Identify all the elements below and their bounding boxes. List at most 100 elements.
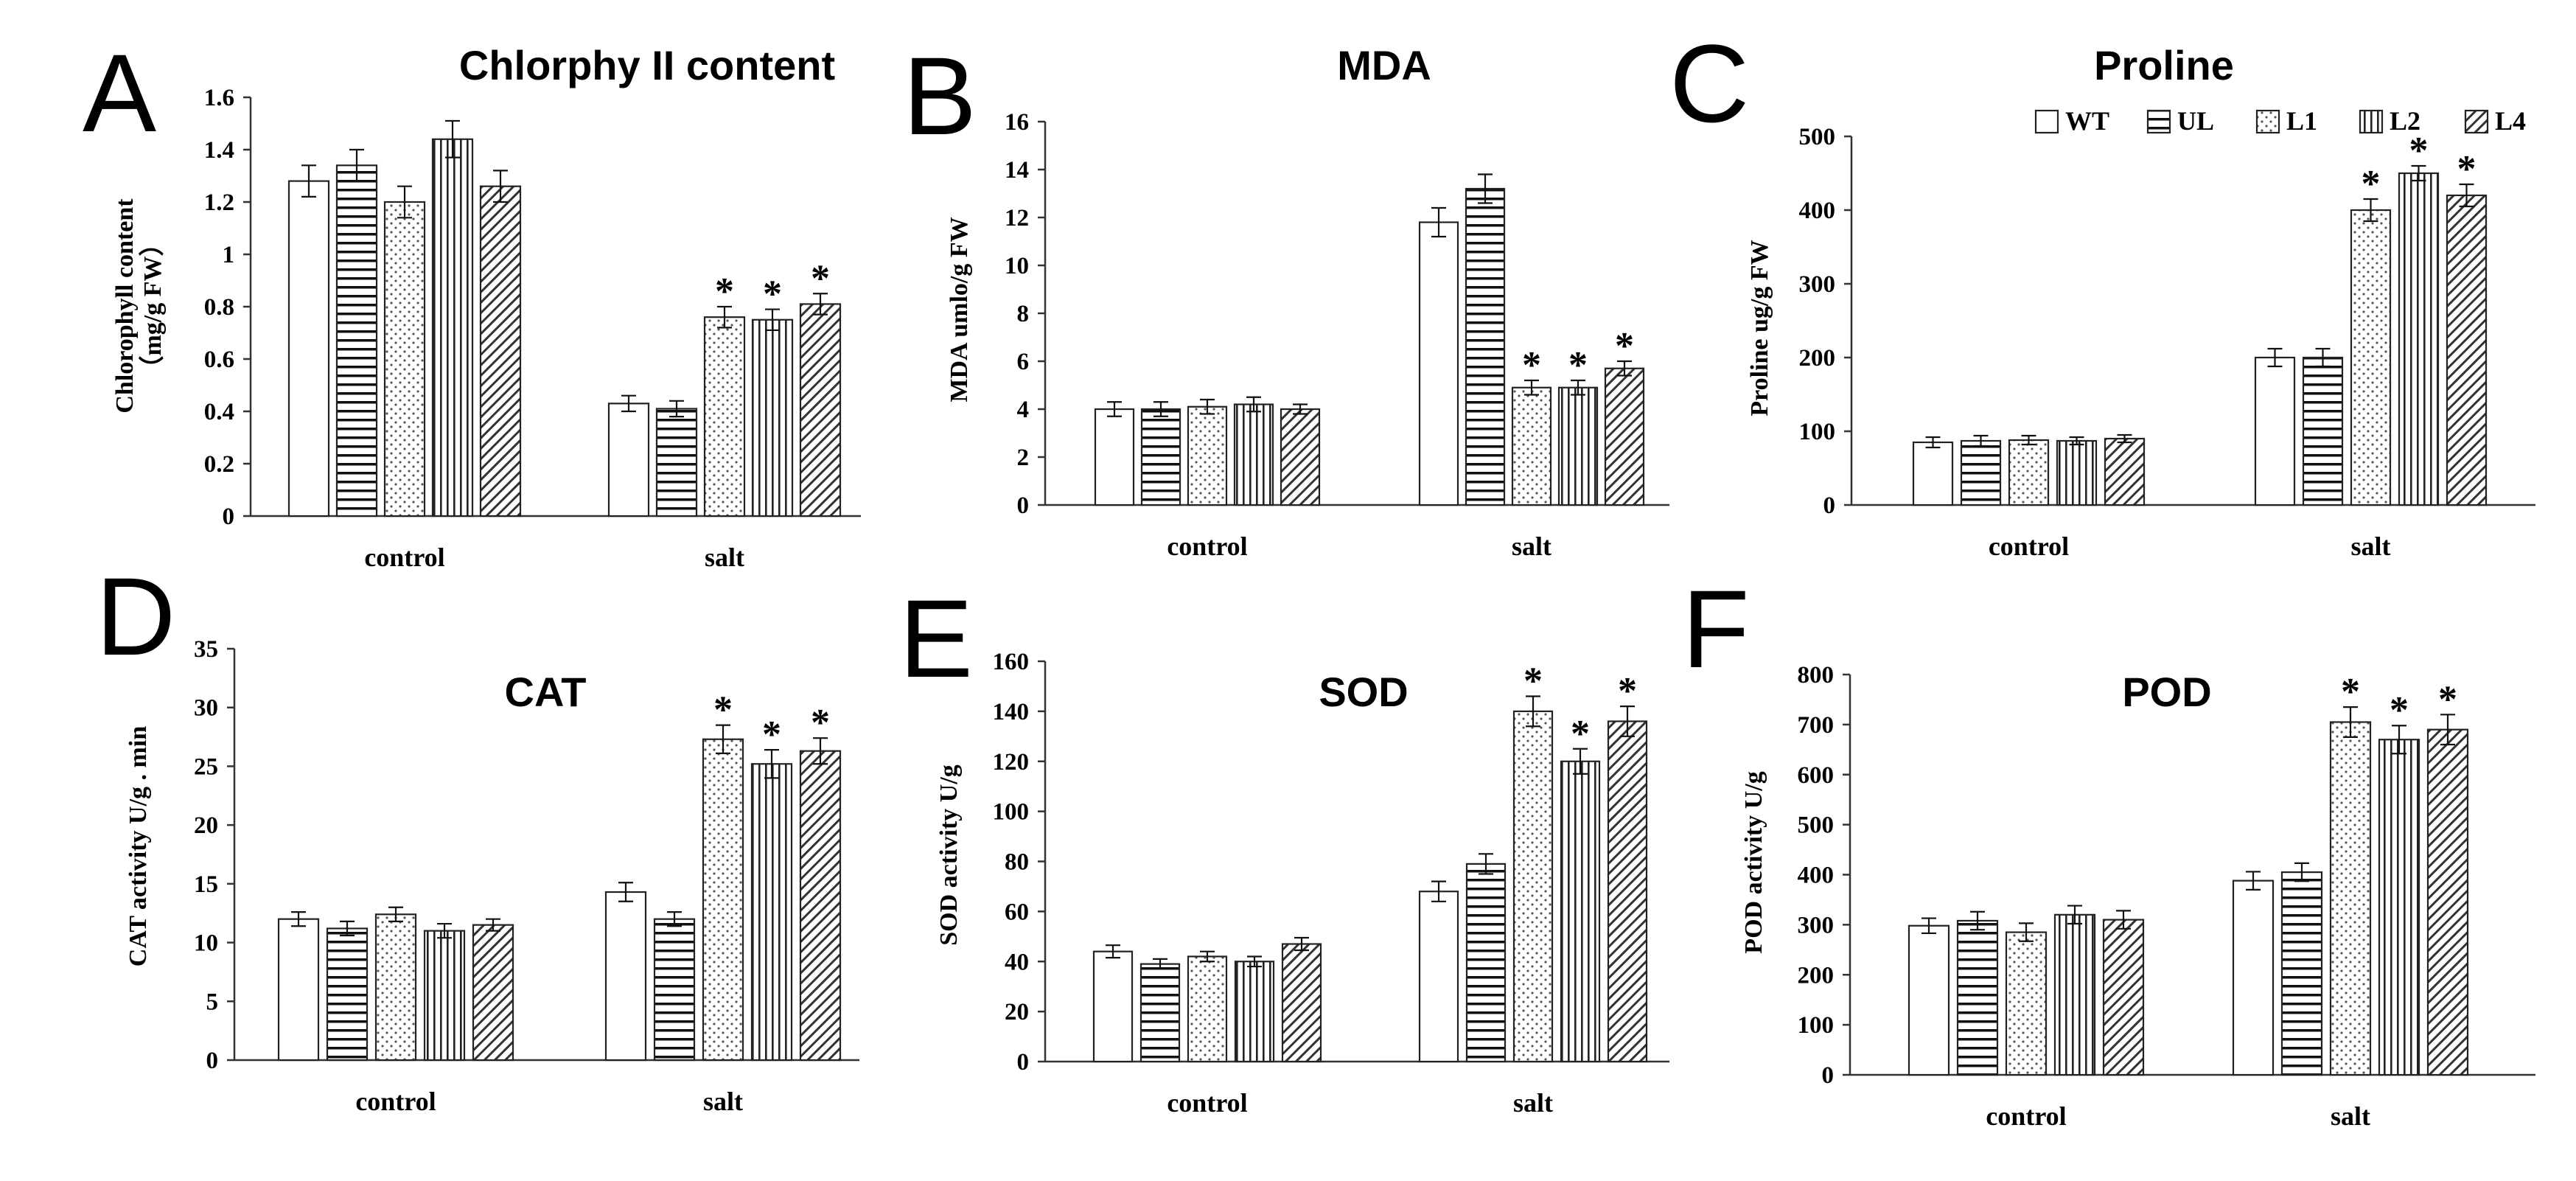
bar-f-ul-salt — [2280, 871, 2323, 1076]
panel-f-plot: 0 100 200 300 400 500 600 700 800 * * * control salt — [1798, 662, 2535, 1131]
panel-f-y-tick-label: 500 — [1798, 812, 1835, 839]
bar-f-wt-control — [1907, 924, 1950, 1076]
bar-d-ul-control — [326, 927, 369, 1062]
bar-e-l1-control — [1187, 955, 1228, 1063]
bar-b-l4-control — [1280, 408, 1321, 506]
panel-e-y-tick-label: 140 — [993, 699, 1030, 725]
bar-f-l2-salt — [2378, 739, 2420, 1076]
bar-a-wt-control — [287, 180, 330, 518]
panel-b-y-tick-label: 10 — [1005, 253, 1029, 279]
panel-b-y-tick-label: 12 — [1005, 205, 1029, 231]
bar-e-l2-salt — [1560, 760, 1601, 1063]
panel-c-y-tick-label: 200 — [1799, 345, 1836, 372]
panel-a: A Chlorphy II content Chlorophyll conten… — [83, 31, 861, 572]
bar-d-wt-salt — [604, 891, 647, 1062]
bar-c-ul-salt — [2302, 356, 2344, 506]
panel-a-y-tick-label: 1.4 — [204, 137, 234, 164]
panel-e-y-tick-label: 100 — [993, 799, 1030, 826]
bar-e-l4-salt — [1607, 720, 1648, 1063]
panel-e-y-tick-label: 20 — [1005, 999, 1029, 1025]
bar-d-l2-salt — [750, 763, 793, 1062]
panel-e-y-tick-label: 120 — [993, 749, 1030, 776]
panel-a-category-label: control — [364, 543, 444, 572]
panel-b-y-tick-label: 6 — [1017, 349, 1030, 375]
panel-a-y-tick-label: 1.2 — [204, 189, 234, 216]
bar-f-l4-control — [2102, 919, 2145, 1076]
panel-d-y-tick-label: 35 — [194, 636, 218, 663]
panel-c-category-label: salt — [2351, 532, 2391, 561]
panel-b-y-tick-label: 0 — [1017, 492, 1030, 519]
bar-c-l1-control — [2008, 439, 2050, 506]
bar-c-l2-salt — [2398, 172, 2440, 506]
significance-asterisk: * — [2457, 148, 2476, 190]
bar-a-ul-salt — [655, 408, 698, 518]
panel-d-y-tick-label: 30 — [194, 695, 218, 722]
panel-e-y-tick-label: 40 — [1005, 949, 1029, 975]
panel-b-category-label: control — [1167, 532, 1247, 561]
bar-b-wt-control — [1094, 408, 1135, 506]
panel-b-plot: 0 2 4 6 8 10 12 14 16 * * * control salt — [1005, 109, 1669, 561]
legend: WT UL L1 L2 L4 — [2034, 106, 2526, 136]
panel-b-y-tick-label: 8 — [1017, 301, 1030, 327]
panel-e-title: SOD — [1319, 669, 1408, 715]
panel-c-ylabel: Proline ug/g FW — [1746, 240, 1773, 416]
significance-asterisk: * — [2390, 689, 2409, 731]
bar-f-l4-salt — [2426, 728, 2469, 1076]
bar-b-l4-salt — [1604, 367, 1645, 506]
panel-b-title: MDA — [1337, 42, 1431, 88]
bar-a-wt-salt — [607, 403, 650, 518]
panel-e-y-tick-label: 80 — [1005, 849, 1029, 876]
panel-a-y-tick-label: 0.4 — [204, 399, 234, 425]
panel-letter-d: D — [96, 554, 175, 678]
panel-b-y-tick-label: 4 — [1017, 397, 1030, 423]
panel-f-y-tick-label: 400 — [1798, 863, 1835, 889]
panel-a-category-label: salt — [705, 543, 744, 572]
panel-d-y-tick-label: 0 — [206, 1048, 219, 1074]
panel-f-category-label: control — [1986, 1101, 2066, 1131]
panel-a-ylabel: Chlorophyll content — [111, 198, 139, 414]
panel-c-title: Proline — [2094, 42, 2234, 88]
bar-c-l4-control — [2104, 437, 2146, 506]
bar-b-l1-salt — [1511, 386, 1552, 506]
panel-d-title: CAT — [505, 669, 587, 715]
panel-a-ylabel-unit: （mg/g FW） — [138, 231, 167, 380]
panel-a-y-tick-label: 0.6 — [204, 346, 234, 373]
significance-asterisk: * — [2409, 130, 2429, 172]
bar-a-ul-control — [335, 164, 378, 518]
panel-letter-c: C — [1669, 21, 1749, 145]
panel-b: B MDA MDA umlo/g FW 0 2 4 6 8 10 12 14 16 * * * cont… — [903, 34, 1669, 561]
significance-asterisk: * — [811, 702, 830, 744]
bar-a-l4-control — [479, 185, 522, 518]
bar-a-l1-salt — [703, 316, 746, 518]
panel-c-y-tick-label: 100 — [1799, 419, 1836, 445]
bar-a-l1-control — [383, 201, 426, 518]
bar-b-l1-control — [1187, 405, 1228, 506]
panel-d-category-label: control — [355, 1087, 436, 1116]
bar-f-wt-salt — [2232, 879, 2275, 1076]
panel-e-y-tick-label: 0 — [1017, 1049, 1030, 1076]
panel-e-y-tick-label: 160 — [993, 649, 1030, 675]
bar-d-l1-salt — [702, 738, 744, 1062]
panel-f-category-label: salt — [2331, 1101, 2370, 1131]
panel-letter-b: B — [903, 34, 977, 158]
bar-b-l2-control — [1233, 403, 1274, 506]
significance-asterisk: * — [713, 689, 733, 731]
panel-f: F POD POD activity U/g 0 100 200 300 400 500 6… — [1682, 567, 2535, 1131]
legend-swatch-l1 — [2255, 109, 2280, 134]
panel-a-y-tick-label: 1 — [223, 242, 235, 268]
significance-asterisk: * — [2341, 671, 2360, 713]
panel-f-title: POD — [2122, 669, 2211, 715]
bar-b-l2-salt — [1557, 386, 1599, 506]
bar-c-l4-salt — [2446, 194, 2488, 506]
bar-d-ul-salt — [653, 918, 696, 1062]
bar-e-wt-salt — [1418, 891, 1459, 1063]
bar-d-l4-control — [472, 924, 514, 1062]
legend-label-l4: L4 — [2495, 106, 2526, 136]
bar-b-wt-salt — [1418, 221, 1459, 506]
panel-a-plot: 0 0.2 0.4 0.6 0.8 1 1.2 1.4 1.6 * * * control salt — [204, 85, 861, 572]
bar-c-wt-control — [1912, 441, 1954, 506]
panel-a-y-tick-label: 0.2 — [204, 451, 234, 478]
bar-b-ul-control — [1140, 408, 1181, 506]
